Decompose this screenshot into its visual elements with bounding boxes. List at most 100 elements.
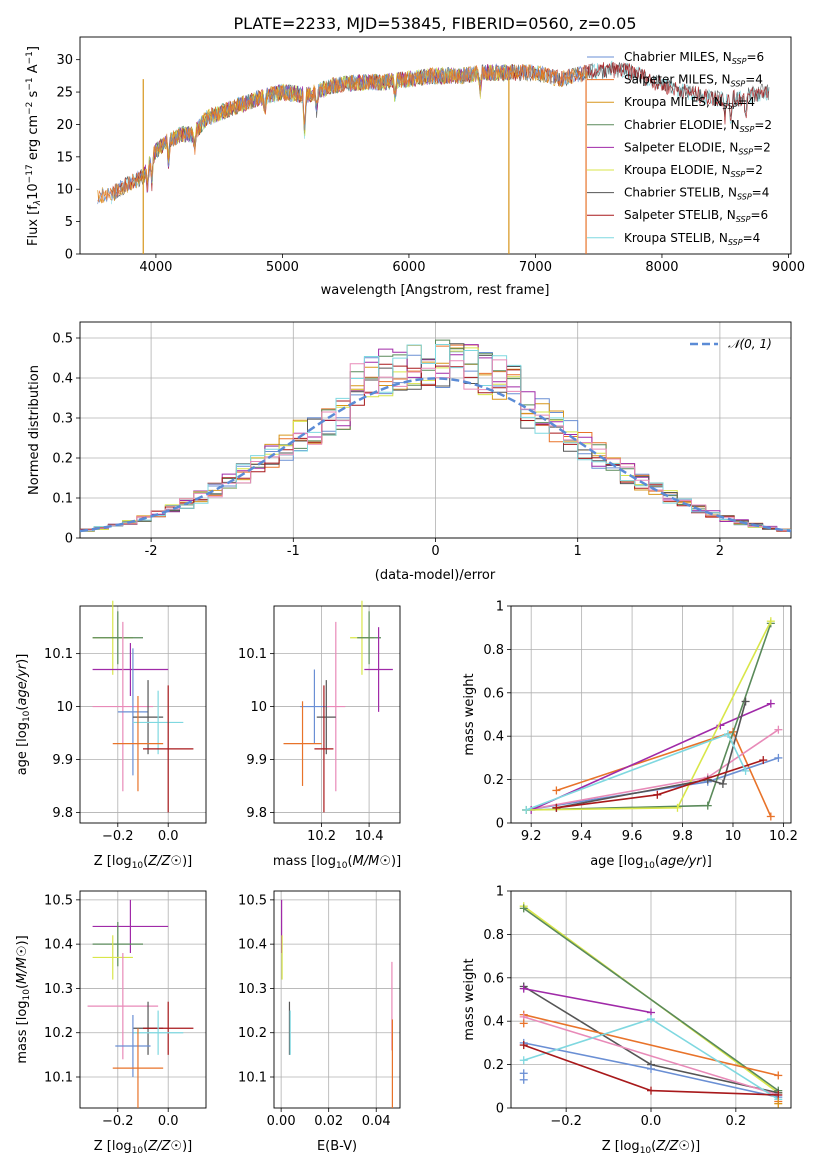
legend-label: Chabrier ELODIE, NSSP=2 [624,118,772,134]
y-tick-label: 0.2 [52,452,73,467]
x-tick-label: 2 [716,544,724,559]
legend-label: Salpeter STELIB, NSSP=6 [624,208,768,224]
chart-spectrum: 4000 5000 6000 7000 8000 9000 0 5 10 15 20 25 30 Chab… [25,36,805,298]
weight-line [525,732,747,811]
legend-label: Chabrier MILES, NSSP=6 [624,50,764,66]
y-tick-label: 10.4 [238,938,267,953]
chart-mass-age: 10.2 10.4 9.8 9.9 10 10.1 mass [log10(M/M☉)] [238,600,401,871]
y-tick-label: 0 [65,248,73,263]
x-tick-label: 6000 [392,260,425,275]
x-axis-label: age [log10(age/yr)] [590,854,712,871]
plot-frame [79,890,207,1109]
y-tick-label: 10 [56,700,73,715]
y-tick-label: 0.4 [52,372,73,387]
y-tick-label: 0.1 [52,492,73,507]
y-axis-label: mass weight [462,673,477,755]
legend-label: Salpeter MILES, NSSP=4 [624,73,763,89]
y-tick-label: 9.8 [246,806,267,821]
x-tick-label: 0.04 [362,1114,391,1129]
plot-frame [79,36,792,255]
weight-line [523,987,652,1014]
x-axis-label: Z [log10(Z/Z☉)] [94,1139,192,1156]
y-tick-label: 10.1 [44,647,73,662]
y-tick-label: 0.5 [52,332,73,347]
x-tick-label: 0 [431,544,439,559]
x-tick-label: 1 [574,544,582,559]
weight-line [525,757,779,811]
y-tick-label: 10.3 [44,982,73,997]
y-tick-label: 0.3 [52,412,73,427]
weight-line [523,1016,779,1096]
y-tick-label: 0.6 [483,686,504,701]
y-tick-label: 10.1 [238,1071,267,1086]
x-tick-label: -2 [145,544,158,559]
histogram-series [80,359,791,531]
x-tick-label: -1 [287,544,300,559]
x-tick-label: 10.2 [307,829,336,844]
x-axis-label: E(B-V) [317,1139,357,1154]
legend-label: Kroupa STELIB, NSSP=4 [624,231,760,247]
x-tick-label: 9.6 [622,829,643,844]
y-tick-label: 0 [496,817,504,832]
y-tick-label: 15 [56,150,73,165]
plot-frame [79,605,207,824]
plot-frame [510,605,792,824]
x-axis-label: (data-model)/error [375,568,496,583]
y-axis-label: mass weight [462,958,477,1040]
y-tick-label: 9.8 [52,806,73,821]
plot-frame [273,605,401,824]
y-axis-label: age [log10(age/yr)] [15,654,32,776]
weight-line [556,701,747,809]
legend-label: Salpeter ELODIE, NSSP=2 [624,140,771,156]
x-tick-label: 9.4 [571,829,592,844]
x-tick-label: 9000 [772,260,805,275]
legend-label: Chabrier STELIB, NSSP=4 [624,186,769,202]
y-tick-label: 5 [65,215,73,230]
y-tick-label: 0.6 [483,971,504,986]
y-tick-label: 0.4 [483,730,504,745]
x-tick-label: 9.8 [672,829,693,844]
spectrum-line [97,64,588,203]
x-tick-label: −0.2 [102,829,134,844]
x-tick-label: 10.4 [355,829,384,844]
chart-ebv-mass: 0.00 0.02 0.04 10.1 10.2 10.3 10.4 10.5 E(B-V) [238,890,401,1154]
x-tick-label: 8000 [645,260,678,275]
y-tick-label: 0.4 [483,1015,504,1030]
y-axis-label: Normed distribution [27,365,42,495]
legend-label: Kroupa MILES, NSSP=4 [624,95,755,111]
x-tick-label: 0.02 [314,1114,343,1129]
figure-title: PLATE=2233, MJD=53845, FIBERID=0560, z=0… [233,14,636,33]
chart-age-weight: 9.2 9.4 9.6 9.8 10 10.2 0 0.2 0.4 0.6 0.8 1 age [log… [462,600,798,872]
x-tick-label: 10.2 [769,829,798,844]
normal-curve [79,377,792,533]
x-axis-label: Z [log10(Z/Z☉)] [94,854,192,871]
y-tick-label: 0 [65,532,73,547]
y-tick-label: 0.2 [483,773,504,788]
weight-line [523,1013,779,1077]
y-tick-label: 0.2 [483,1058,504,1073]
y-tick-label: 10.2 [238,1026,267,1041]
y-tick-label: 10.1 [238,647,267,662]
x-tick-label: 4000 [139,260,172,275]
x-tick-label: 0.0 [158,1114,179,1129]
y-tick-label: 30 [56,53,73,68]
plot-frame [273,890,401,1109]
weight-line [523,907,779,1092]
y-axis-label: mass [log10(M/M☉)] [15,935,32,1063]
plot-frame [510,890,792,1109]
x-axis-label: mass [log10(M/M☉)] [273,854,401,871]
x-tick-label: 0.0 [641,1114,662,1129]
x-tick-label: −0.2 [102,1114,134,1129]
histogram-series [80,344,791,531]
x-tick-label: 0.00 [267,1114,296,1129]
plot-frame [79,321,792,539]
weight-line [525,729,779,811]
legend-label: Kroupa ELODIE, NSSP=2 [624,163,763,179]
x-tick-label: 10 [725,829,742,844]
y-axis-label: Flux [fλ10−17 erg cm−2 s−1 A−1] [25,46,43,246]
x-tick-label: 0.0 [158,829,179,844]
y-tick-label: 0.8 [483,928,504,943]
y-tick-label: 1 [496,600,504,615]
y-tick-label: 10 [250,700,267,715]
